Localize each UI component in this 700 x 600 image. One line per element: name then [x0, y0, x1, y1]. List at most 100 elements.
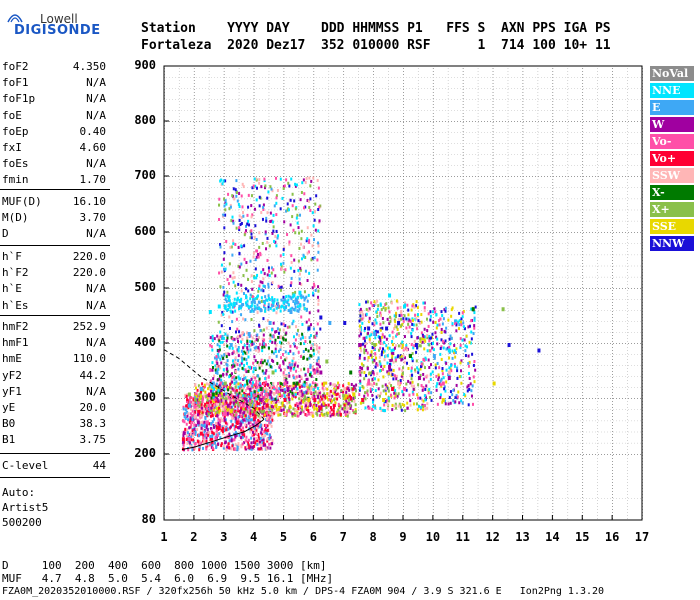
- grid-dot: [403, 188, 404, 189]
- grid-dot: [507, 155, 509, 156]
- grid-dot: [432, 245, 434, 246]
- grid-dot: [178, 449, 180, 450]
- grid-dot: [403, 491, 404, 492]
- grid-dot: [328, 380, 330, 381]
- grid-dot: [193, 206, 195, 207]
- grid-dot: [417, 113, 419, 114]
- grid-dot: [612, 500, 613, 501]
- grid-dot: [417, 149, 419, 150]
- grid-dot: [178, 221, 180, 222]
- grid-dot: [358, 152, 359, 153]
- grid-dot: [522, 113, 524, 114]
- grid-dot: [522, 230, 524, 231]
- grid-dot: [447, 101, 449, 102]
- grid-dot: [537, 242, 539, 243]
- grid-dot: [208, 125, 210, 126]
- grid-dot: [238, 131, 240, 132]
- grid-dot: [298, 206, 300, 207]
- grid-dot: [552, 338, 554, 339]
- grid-dot: [537, 158, 539, 159]
- grid-dot: [313, 461, 315, 462]
- grid-dot: [462, 356, 464, 357]
- grid-dot: [253, 359, 255, 360]
- grid-dot: [522, 488, 524, 489]
- grid-dot: [283, 194, 285, 195]
- grid-dot: [477, 380, 479, 381]
- grid-dot: [627, 485, 628, 486]
- grid-dot: [597, 314, 598, 315]
- grid-dot: [447, 227, 449, 228]
- grid-dot: [223, 332, 225, 333]
- grid-dot: [492, 233, 494, 234]
- grid-dot: [343, 146, 345, 147]
- grid-dot: [567, 101, 569, 102]
- grid-dot: [552, 176, 554, 177]
- grid-dot: [403, 101, 404, 102]
- grid-dot: [432, 347, 434, 348]
- grid-dot: [537, 155, 539, 156]
- grid-dot: [223, 155, 225, 156]
- grid-dot: [432, 167, 434, 168]
- grid-dot: [208, 449, 210, 450]
- grid-dot: [373, 140, 374, 141]
- grid-dot: [373, 167, 374, 168]
- grid-dot: [432, 383, 434, 384]
- grid-dot: [612, 512, 613, 513]
- grid-dot: [373, 413, 374, 414]
- grid-dot: [507, 146, 509, 147]
- grid-dot: [268, 350, 270, 351]
- grid-dot: [283, 320, 285, 321]
- grid-dot: [477, 350, 479, 351]
- grid-dot: [477, 434, 479, 435]
- grid-dot: [492, 95, 494, 96]
- grid-dot: [313, 203, 315, 204]
- grid-dot: [507, 503, 509, 504]
- grid-dot: [403, 134, 404, 135]
- grid-dot: [612, 260, 613, 261]
- grid-dot: [552, 434, 554, 435]
- grid-dot: [403, 437, 404, 438]
- grid-dot: [313, 434, 315, 435]
- grid-dot: [238, 110, 240, 111]
- grid-dot: [268, 371, 270, 372]
- grid-dot: [313, 218, 315, 219]
- grid-dot: [358, 506, 359, 507]
- grid-dot: [612, 449, 613, 450]
- grid-dot: [582, 440, 584, 441]
- grid-dot: [447, 167, 449, 168]
- grid-dot: [582, 161, 584, 162]
- grid-dot: [358, 371, 359, 372]
- grid-dot: [388, 188, 389, 189]
- grid-dot: [178, 458, 180, 459]
- param-name: C-level: [2, 459, 49, 472]
- grid-dot: [268, 338, 270, 339]
- grid-dot: [178, 383, 180, 384]
- grid-dot: [313, 152, 315, 153]
- grid-dot: [417, 161, 419, 162]
- grid-dot: [597, 104, 598, 105]
- grid-dot: [597, 365, 598, 366]
- grid-dot: [567, 197, 569, 198]
- grid-dot: [462, 83, 464, 84]
- grid-dot: [403, 329, 404, 330]
- grid-dot: [492, 263, 494, 264]
- grid-dot: [328, 362, 330, 363]
- grid-dot: [178, 164, 180, 165]
- grid-dot: [193, 185, 195, 186]
- grid-dot: [627, 344, 628, 345]
- grid-dot: [597, 428, 598, 429]
- grid-dot: [567, 236, 569, 237]
- grid-dot: [537, 152, 539, 153]
- grid-dot: [208, 476, 210, 477]
- grid-dot: [447, 491, 449, 492]
- grid-dot: [223, 434, 225, 435]
- grid-dot: [178, 341, 180, 342]
- grid-dot: [477, 227, 479, 228]
- grid-dot: [447, 71, 449, 72]
- grid-dot: [612, 437, 613, 438]
- grid-dot: [373, 236, 374, 237]
- grid-dot: [403, 509, 404, 510]
- grid-dot: [477, 185, 479, 186]
- grid-dot: [612, 470, 613, 471]
- grid-dot: [253, 260, 255, 261]
